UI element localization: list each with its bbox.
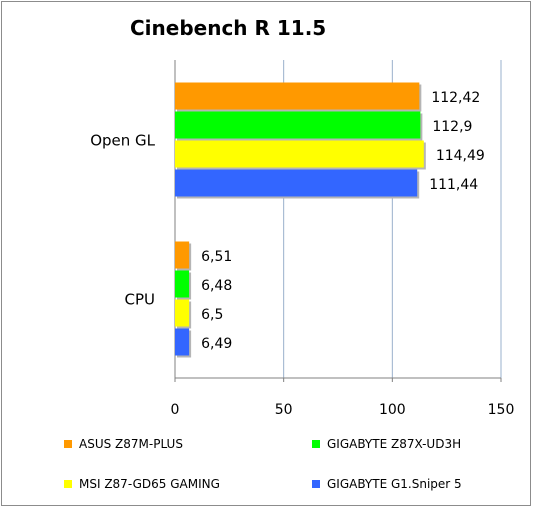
legend-label-1: GIGABYTE Z87X-UD3H: [327, 437, 462, 451]
x-tick-label-0: 0: [171, 402, 180, 418]
legend-item-1: GIGABYTE Z87X-UD3H: [312, 437, 461, 451]
bar-value-label-1-3: 6,49: [201, 336, 232, 352]
bar-value-label-0-3: 111,44: [429, 177, 478, 193]
legend-swatch-3: [312, 480, 320, 488]
x-tick-label-2: 100: [379, 402, 406, 418]
legend-label-2: MSI Z87-GD65 GAMING: [79, 477, 220, 491]
bar-value-label-1-0: 6,51: [201, 249, 232, 265]
y-category-label-0: Open GL: [90, 132, 155, 150]
bar-0-2: [175, 140, 424, 168]
bar-1-3: [175, 328, 190, 356]
bar-1-2: [175, 299, 190, 327]
bar-value-label-0-2: 114,49: [436, 148, 485, 164]
legend-label-0: ASUS Z87M-PLUS: [79, 437, 183, 451]
bar-0-0: [175, 82, 420, 110]
x-tick-label-3: 150: [488, 402, 515, 418]
legend-item-0: ASUS Z87M-PLUS: [64, 437, 183, 451]
bar-value-label-0-0: 112,42: [431, 90, 480, 106]
legend-label-3: GIGABYTE G1.Sniper 5: [327, 477, 462, 491]
bar-value-label-0-1: 112,9: [432, 119, 472, 135]
bar-value-label-1-1: 6,48: [201, 278, 232, 294]
bar-1-0: [175, 241, 190, 269]
legend-swatch-1: [312, 440, 320, 448]
y-category-label-1: CPU: [125, 291, 156, 309]
legend-item-3: GIGABYTE G1.Sniper 5: [312, 477, 462, 491]
chart-title: Cinebench R 11.5: [130, 16, 327, 40]
legend-item-2: MSI Z87-GD65 GAMING: [64, 477, 220, 491]
legend-swatch-2: [64, 480, 72, 488]
bar-0-1: [175, 111, 421, 139]
bar-value-label-1-2: 6,5: [201, 307, 223, 323]
legend-swatch-0: [64, 440, 72, 448]
x-tick-label-1: 50: [275, 402, 293, 418]
bar-1-1: [175, 270, 190, 298]
bar-0-3: [175, 169, 418, 197]
